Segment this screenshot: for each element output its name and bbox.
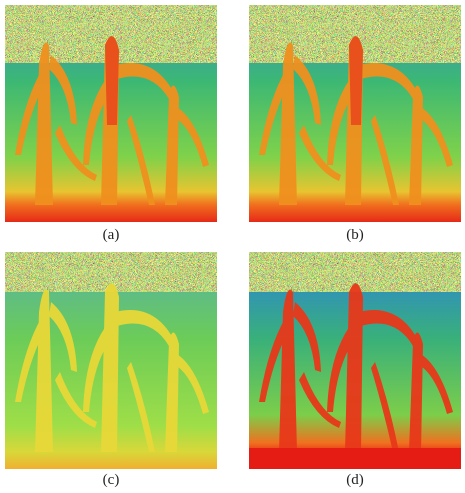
caption: (a) bbox=[102, 227, 120, 243]
caption: (c) bbox=[102, 472, 120, 488]
caption: (b) bbox=[346, 227, 364, 243]
image-b bbox=[249, 5, 461, 222]
image-d bbox=[249, 252, 461, 469]
caption: (d) bbox=[346, 472, 364, 488]
image-c bbox=[5, 252, 217, 469]
image-a bbox=[5, 5, 217, 222]
